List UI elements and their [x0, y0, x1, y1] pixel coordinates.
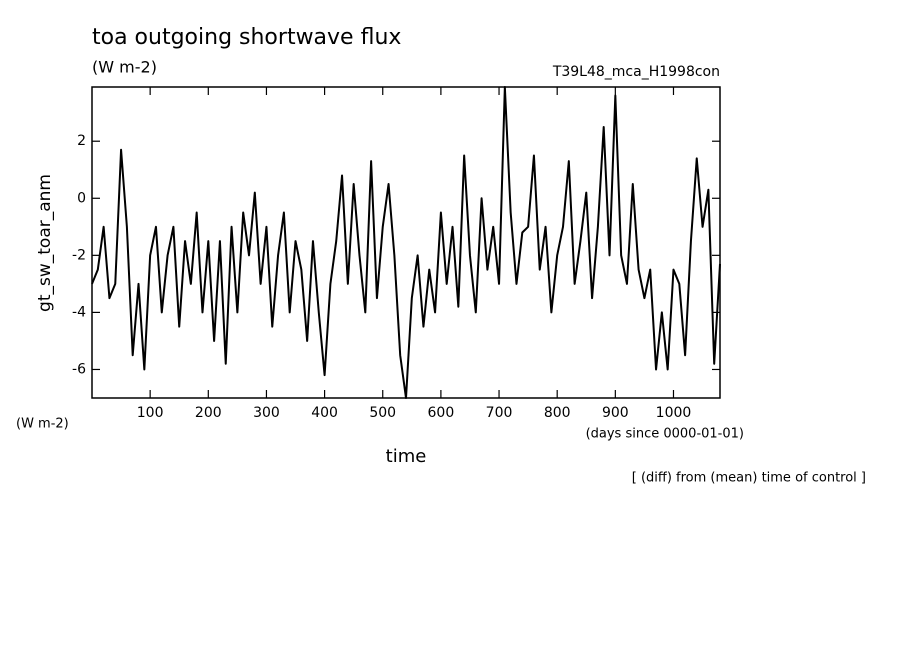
note: [ (diff) from (mean) time of control ]	[632, 471, 866, 486]
y-units: (W m-2)	[16, 417, 69, 432]
y-tick-label: -2	[72, 247, 86, 263]
x-tick-label: 400	[311, 405, 338, 421]
x-tick-label: 300	[253, 405, 280, 421]
x-axis-label: time	[386, 446, 427, 467]
y-tick-label: -4	[72, 304, 86, 320]
y-tick-label: -6	[72, 361, 86, 377]
x-tick-label: 1000	[656, 405, 692, 421]
x-tick-label: 600	[428, 405, 455, 421]
chart-title: toa outgoing shortwave flux	[92, 25, 401, 50]
x-tick-label: 900	[602, 405, 629, 421]
x-tick-label: 100	[137, 405, 164, 421]
run-label: T39L48_mca_H1998con	[552, 64, 720, 80]
y-tick-label: 2	[77, 133, 86, 149]
data-line	[91, 86, 721, 399]
y-tick-label: 0	[77, 190, 86, 206]
x-tick-label: 700	[486, 405, 513, 421]
x-units: (days since 0000-01-01)	[586, 427, 744, 442]
units: (W m-2)	[92, 58, 157, 77]
y-axis-label: gt_sw_toar_anm	[35, 174, 55, 312]
x-tick-label: 800	[544, 405, 571, 421]
x-tick-label: 200	[195, 405, 222, 421]
x-tick-label: 500	[369, 405, 396, 421]
